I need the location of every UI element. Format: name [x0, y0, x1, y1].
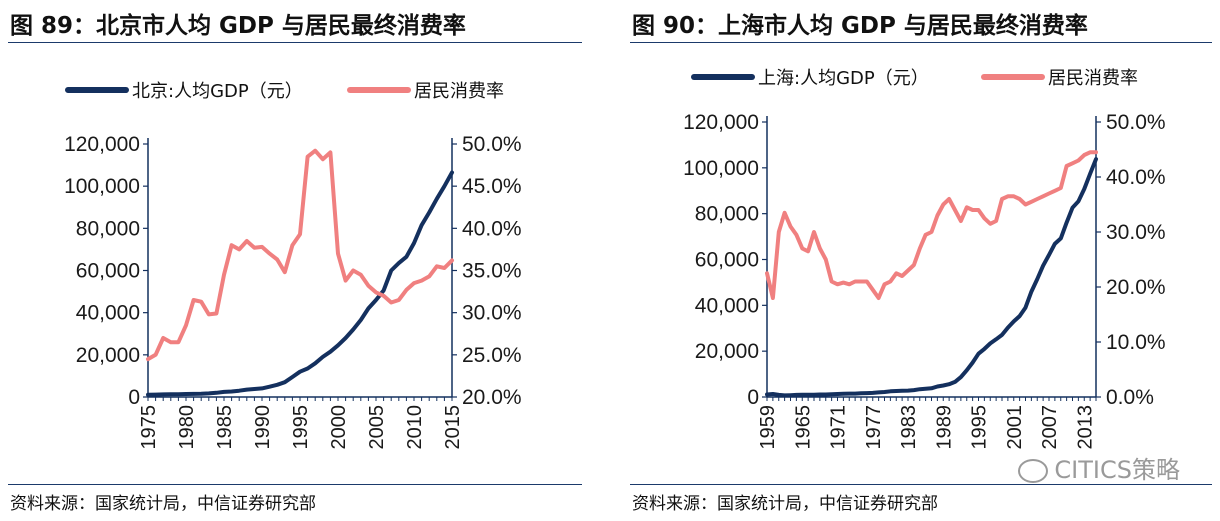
- source-note: 资料来源：国家统计局，中信证券研究部: [10, 494, 316, 514]
- y-tick-label-right: 20.0%: [462, 386, 522, 409]
- x-tick-label: 2007: [1039, 405, 1061, 450]
- watermark-text: CITICS策略: [1054, 456, 1180, 484]
- y-tick-label-left: 0: [747, 386, 759, 409]
- y-tick-label-right: 40.0%: [462, 217, 522, 240]
- chart-panel-beijing: 图 89：北京市人均 GDP 与居民最终消费率 北京:人均GDP（元） 居民消费率…: [0, 0, 590, 521]
- x-tick-label: 1983: [898, 405, 920, 450]
- source-rule: [630, 484, 1212, 485]
- x-tick-label: 2001: [1004, 405, 1026, 450]
- x-tick-label: 1990: [252, 405, 274, 450]
- chart-title: 图 90：上海市人均 GDP 与居民最终消费率: [632, 13, 1088, 39]
- y-tick-label-left: 0: [128, 386, 140, 409]
- x-tick-label: 1989: [933, 405, 955, 450]
- x-tick-label: 1995: [969, 405, 991, 450]
- source-note: 资料来源：国家统计局，中信证券研究部: [632, 494, 938, 514]
- chart-shanghai: 上海:人均GDP（元） 居民消费率 0 20,000 40,000 60,000 80,00…: [683, 68, 1166, 450]
- x-tick-label: 2000: [328, 405, 350, 450]
- y-tick-label-left: 80,000: [76, 217, 140, 240]
- x-tick-label: 2015: [442, 405, 464, 450]
- legend-label: 北京:人均GDP（元）: [132, 81, 303, 102]
- legend: 上海:人均GDP（元） 居民消费率: [691, 68, 1138, 89]
- y-tick-label-left: 60,000: [695, 249, 759, 272]
- y-tick-label-left: 80,000: [695, 203, 759, 226]
- y-tick-label-left: 60,000: [76, 260, 140, 283]
- y-tick-label-left: 40,000: [76, 302, 140, 325]
- series-line-consumption-rate: [146, 148, 454, 362]
- y-tick-label-right: 30.0%: [1106, 221, 1166, 244]
- x-tick-label: 2013: [1074, 405, 1096, 450]
- y-tick-label-right: 20.0%: [1106, 276, 1166, 299]
- legend-label: 上海:人均GDP（元）: [758, 68, 929, 89]
- legend: 北京:人均GDP（元） 居民消费率: [65, 81, 504, 102]
- legend-label: 居民消费率: [414, 81, 504, 102]
- y-tick-label-right: 0.0%: [1106, 386, 1154, 409]
- series-line-consumption-rate: [765, 150, 1098, 300]
- y-tick-label-right: 45.0%: [462, 175, 522, 198]
- series-line-gdp: [146, 170, 454, 397]
- x-tick-label: 1985: [214, 405, 236, 450]
- y-tick-label-right: 35.0%: [462, 260, 522, 283]
- y-tick-label-right: 50.0%: [462, 133, 522, 156]
- y-tick-label-left: 40,000: [695, 294, 759, 317]
- y-tick-label-left: 100,000: [683, 157, 759, 180]
- title-rule: [8, 42, 582, 43]
- x-tick-label: 1980: [176, 405, 198, 450]
- y-tick-label-right: 30.0%: [462, 302, 522, 325]
- y-tick-label-left: 120,000: [64, 133, 140, 156]
- chart-beijing: 北京:人均GDP（元） 居民消费率 0 20,000 40,000 60,000 80,00…: [64, 81, 522, 450]
- y-tick-label-right: 50.0%: [1106, 111, 1166, 134]
- x-tick-label: 2010: [404, 405, 426, 450]
- y-tick-label-right: 10.0%: [1106, 331, 1166, 354]
- legend-label: 居民消费率: [1048, 68, 1138, 89]
- chart-title: 图 89：北京市人均 GDP 与居民最终消费率: [10, 13, 466, 39]
- source-rule: [8, 484, 582, 485]
- x-tick-label: 1971: [828, 405, 850, 450]
- y-tick-label-left: 120,000: [683, 111, 759, 134]
- x-tick-label: 1959: [757, 405, 779, 450]
- y-tick-label-right: 40.0%: [1106, 166, 1166, 189]
- x-tick-label: 1975: [138, 405, 160, 450]
- x-tick-label: 2005: [366, 405, 388, 450]
- y-tick-label-left: 20,000: [695, 340, 759, 363]
- watermark: CITICS策略: [1018, 450, 1180, 485]
- chart-panel-shanghai: 图 90：上海市人均 GDP 与居民最终消费率 上海:人均GDP（元） 居民消费率…: [622, 0, 1220, 521]
- y-tick-label-right: 25.0%: [462, 344, 522, 367]
- x-tick-label: 1965: [792, 405, 814, 450]
- y-tick-label-left: 20,000: [76, 344, 140, 367]
- series-line-gdp: [765, 157, 1098, 398]
- title-rule: [630, 42, 1212, 43]
- wechat-icon: [1018, 459, 1049, 483]
- x-tick-label: 1995: [290, 405, 312, 450]
- x-tick-label: 1977: [863, 405, 885, 450]
- y-tick-label-left: 100,000: [64, 175, 140, 198]
